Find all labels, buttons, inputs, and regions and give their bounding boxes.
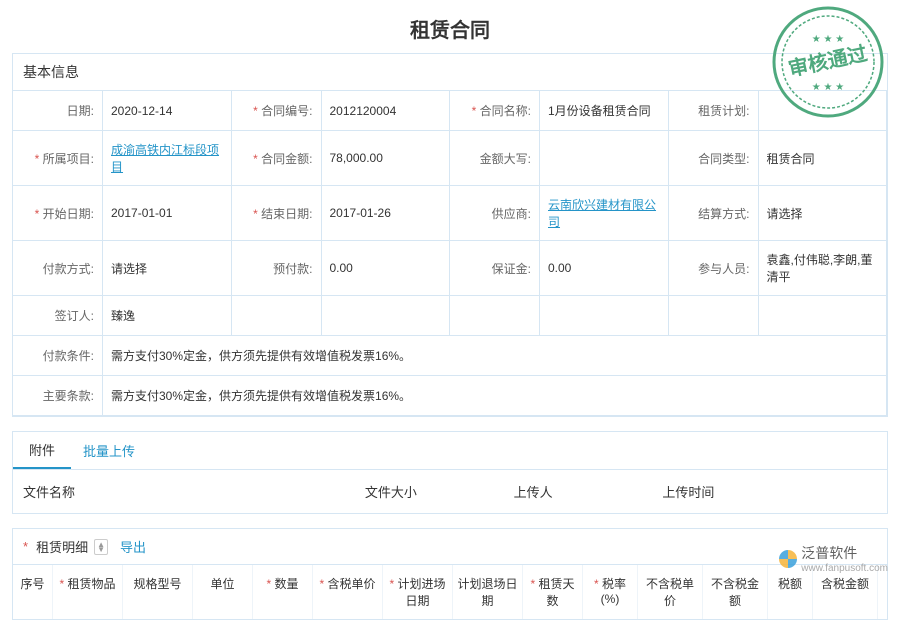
detail-column-header: * 租赁物品	[53, 565, 123, 619]
link[interactable]: 云南欣兴建材有限公司	[548, 196, 660, 230]
detail-columns: 序号* 租赁物品规格型号单位* 数量* 含税单价* 计划进场日期计划退场日期* …	[13, 564, 887, 619]
detail-column-header: 不含税金额	[703, 565, 768, 619]
field-label: 租赁计划:	[669, 91, 759, 131]
watermark: 泛普软件 www.fanpusoft.com	[779, 543, 888, 574]
field-label: 金额大写:	[450, 131, 540, 186]
required-star-icon: *	[23, 539, 28, 554]
detail-column-header: 不含税单价	[638, 565, 703, 619]
field-value: 袁鑫,付伟聪,李朗,董清平	[759, 241, 888, 296]
brand-name: 泛普软件	[801, 543, 888, 563]
basic-info-header: 基本信息	[13, 54, 887, 91]
field-label: 合同编号:	[232, 91, 322, 131]
field-value	[759, 296, 888, 336]
field-value: 2020-12-14	[103, 91, 232, 131]
detail-column-header: 单位	[193, 565, 253, 619]
field-label: 结算方式:	[669, 186, 759, 241]
field-label	[450, 296, 540, 336]
field-value: 臻逸	[103, 296, 232, 336]
brand-url: www.fanpusoft.com	[801, 563, 888, 574]
field-label: 所属项目:	[13, 131, 103, 186]
basic-info-panel: 基本信息 日期:2020-12-14合同编号:2012120004合同名称:1月…	[12, 53, 888, 417]
field-value: 租赁合同	[759, 131, 888, 186]
field-value	[540, 296, 669, 336]
field-value: 1月份设备租赁合同	[540, 91, 669, 131]
field-label: 供应商:	[450, 186, 540, 241]
detail-column-header: * 计划进场日期	[383, 565, 453, 619]
field-label: 合同类型:	[669, 131, 759, 186]
page-title: 租赁合同	[0, 0, 900, 53]
field-value: 需方支付30%定金，供方须先提供有效增值税发票16%。	[103, 336, 887, 376]
field-value	[322, 296, 451, 336]
field-value: 2017-01-01	[103, 186, 232, 241]
attachments-panel: 附件 批量上传 文件名称 文件大小 上传人 上传时间	[12, 431, 888, 514]
field-label	[232, 296, 322, 336]
detail-column-header: * 数量	[253, 565, 313, 619]
field-value: 2017-01-26	[322, 186, 451, 241]
field-value: 请选择	[103, 241, 232, 296]
field-label: 签订人:	[13, 296, 103, 336]
tab-attachments[interactable]: 附件	[13, 432, 71, 469]
detail-column-header: 计划退场日期	[453, 565, 523, 619]
attachment-columns: 文件名称 文件大小 上传人 上传时间	[13, 470, 887, 513]
detail-column-header: * 含税单价	[313, 565, 383, 619]
field-value: 请选择	[759, 186, 888, 241]
attachment-tabs: 附件 批量上传	[13, 432, 887, 470]
sort-toggle-button[interactable]: ▲ ▼	[94, 539, 108, 555]
field-label: 合同名称:	[450, 91, 540, 131]
field-label: 预付款:	[232, 241, 322, 296]
chevron-down-icon: ▼	[97, 547, 105, 552]
detail-header: * 租赁明细 ▲ ▼ 导出	[13, 529, 887, 564]
field-label: 主要条款:	[13, 376, 103, 416]
col-filename: 文件名称	[13, 470, 355, 513]
detail-title: 租赁明细	[36, 537, 88, 556]
basic-info-grid: 日期:2020-12-14合同编号:2012120004合同名称:1月份设备租赁…	[13, 91, 887, 416]
field-value: 0.00	[540, 241, 669, 296]
field-value	[540, 131, 669, 186]
detail-column-header: * 租赁天数	[523, 565, 583, 619]
link[interactable]: 成渝高铁内江标段项目	[111, 141, 223, 175]
field-label: 付款条件:	[13, 336, 103, 376]
brand-logo-icon	[779, 550, 797, 568]
col-filesize: 文件大小	[355, 470, 504, 513]
export-link[interactable]: 导出	[120, 537, 146, 556]
col-uploadtime: 上传时间	[652, 470, 887, 513]
detail-column-header: 序号	[13, 565, 53, 619]
field-value: 云南欣兴建材有限公司	[540, 186, 669, 241]
field-label: 保证金:	[450, 241, 540, 296]
field-label: 结束日期:	[232, 186, 322, 241]
field-label: 开始日期:	[13, 186, 103, 241]
field-value	[759, 91, 888, 131]
field-label	[669, 296, 759, 336]
field-value: 需方支付30%定金，供方须先提供有效增值税发票16%。	[103, 376, 887, 416]
field-value: 成渝高铁内江标段项目	[103, 131, 232, 186]
field-label: 合同金额:	[232, 131, 322, 186]
field-value: 2012120004	[322, 91, 451, 131]
detail-column-header: * 税率(%)	[583, 565, 638, 619]
batch-upload-link[interactable]: 批量上传	[71, 433, 147, 468]
field-value: 78,000.00	[322, 131, 451, 186]
field-value: 0.00	[322, 241, 451, 296]
detail-column-header: 规格型号	[123, 565, 193, 619]
detail-panel: * 租赁明细 ▲ ▼ 导出 序号* 租赁物品规格型号单位* 数量* 含税单价* …	[12, 528, 888, 620]
field-label: 付款方式:	[13, 241, 103, 296]
field-label: 日期:	[13, 91, 103, 131]
col-uploader: 上传人	[504, 470, 653, 513]
field-label: 参与人员:	[669, 241, 759, 296]
